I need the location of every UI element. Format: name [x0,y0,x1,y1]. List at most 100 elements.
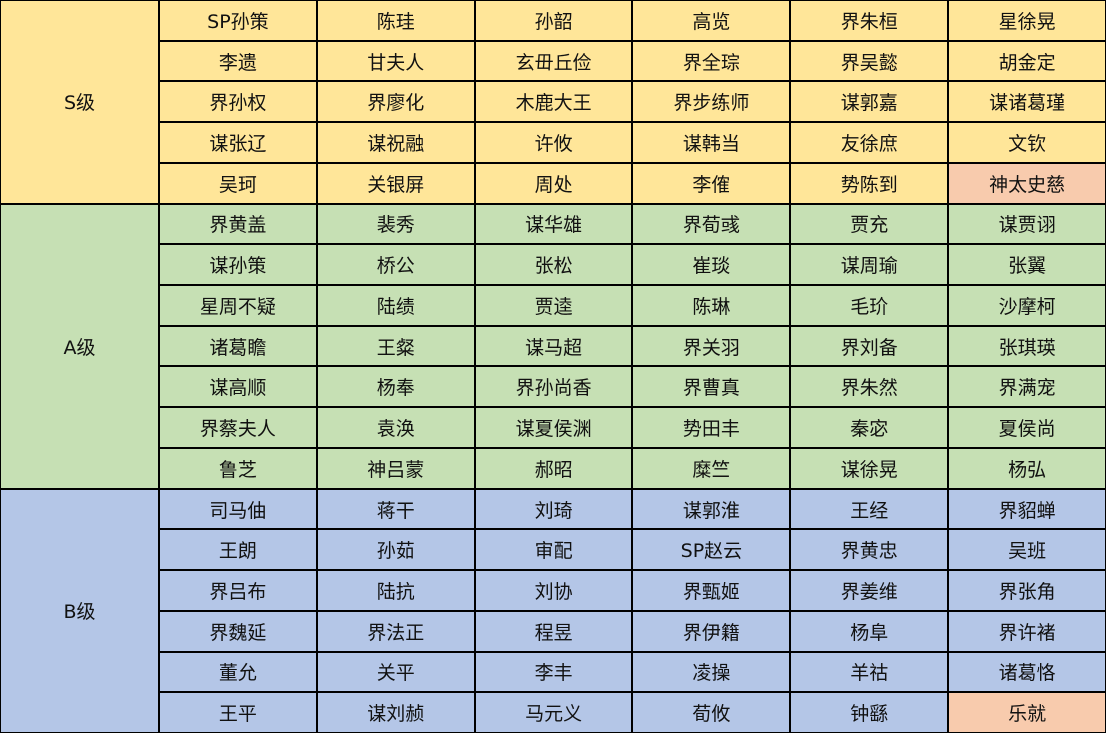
hero-cell: 界许褚 [949,611,1105,651]
hero-cell: 势陈到 [791,163,948,203]
tier-label: A级 [1,204,158,488]
hero-cell: 毛玠 [791,286,948,325]
hero-cell: 诸葛恪 [949,652,1105,692]
hero-cell: 势田丰 [633,408,790,447]
tier-label: B级 [1,489,158,732]
hero-cell: 关平 [317,652,474,692]
hero-cell: 界朱然 [791,367,948,407]
hero-cell: 许攸 [475,123,632,162]
hero-cell: 谋华雄 [475,204,632,244]
hero-cell: 王朗 [160,530,316,570]
hero-cell: 袁涣 [317,408,474,447]
hero-cell: 界黄忠 [791,530,948,570]
hero-cell: 吴班 [949,530,1105,570]
hero-cell: 郝昭 [475,448,632,488]
hero-cell: 界伊籍 [633,611,790,651]
hero-cell: 星周不疑 [160,286,316,325]
hero-cell: 王经 [791,489,948,529]
hero-cell: 界步练师 [633,82,790,122]
hero-cell: 沙摩柯 [949,286,1105,325]
hero-cell: 钟繇 [791,693,948,732]
hero-cell: 谋郭淮 [633,489,790,529]
hero-cell: 界姜维 [791,571,948,610]
hero-cell: 界刘备 [791,326,948,366]
hero-cell: 董允 [160,652,316,692]
hero-cell: 谋贾诩 [949,204,1105,244]
hero-cell: 谋韩当 [633,123,790,162]
hero-cell: 乐就 [949,693,1105,732]
tier-label: S级 [1,1,158,203]
hero-cell: 界黄盖 [160,204,316,244]
hero-cell: 桥公 [317,245,474,285]
hero-cell: 文钦 [949,123,1105,162]
hero-cell: 李丰 [475,652,632,692]
hero-cell: 诸葛瞻 [160,326,316,366]
hero-cell: 友徐庶 [791,123,948,162]
hero-cell: 鲁芝 [160,448,316,488]
hero-cell: 界荀彧 [633,204,790,244]
hero-cell: 荀攸 [633,693,790,732]
hero-cell: 关银屏 [317,163,474,203]
hero-cell: 刘协 [475,571,632,610]
hero-cell: 陈琳 [633,286,790,325]
hero-cell: 谋刘赪 [317,693,474,732]
hero-cell: 杨阜 [791,611,948,651]
hero-cell: 谋张辽 [160,123,316,162]
hero-cell: 谋高顺 [160,367,316,407]
hero-cell: 星徐晃 [949,1,1105,40]
hero-cell: 界满宠 [949,367,1105,407]
hero-cell: 陆抗 [317,571,474,610]
hero-cell: 王平 [160,693,316,732]
hero-cell: 谋徐晃 [791,448,948,488]
hero-cell: 谋夏侯渊 [475,408,632,447]
hero-cell: 刘琦 [475,489,632,529]
hero-cell: 甘夫人 [317,41,474,81]
hero-cell: 张翼 [949,245,1105,285]
hero-cell: 界廖化 [317,82,474,122]
hero-cell: 凌操 [633,652,790,692]
hero-cell: 谋郭嘉 [791,82,948,122]
hero-cell: 谋周瑜 [791,245,948,285]
hero-cell: 杨弘 [949,448,1105,488]
hero-cell: 孙韶 [475,1,632,40]
hero-cell: 界蔡夫人 [160,408,316,447]
hero-cell: 界甄姬 [633,571,790,610]
hero-cell: SP孙策 [160,1,316,40]
hero-cell: 裴秀 [317,204,474,244]
hero-cell: 周处 [475,163,632,203]
hero-cell: 王粲 [317,326,474,366]
hero-cell: 张琪瑛 [949,326,1105,366]
hero-cell: 马元义 [475,693,632,732]
hero-cell: 谋马超 [475,326,632,366]
hero-cell: 界张角 [949,571,1105,610]
hero-cell: 司马伷 [160,489,316,529]
hero-cell: 界貂蝉 [949,489,1105,529]
hero-cell: 神太史慈 [949,163,1105,203]
hero-cell: 程昱 [475,611,632,651]
hero-cell: 李遗 [160,41,316,81]
hero-cell: 玄毌丘俭 [475,41,632,81]
hero-cell: 界吴懿 [791,41,948,81]
hero-cell: 谋孙策 [160,245,316,285]
hero-cell: 谋祝融 [317,123,474,162]
hero-cell: 界全琮 [633,41,790,81]
hero-cell: 蒋干 [317,489,474,529]
hero-cell: 界法正 [317,611,474,651]
hero-cell: 高览 [633,1,790,40]
hero-cell: 界吕布 [160,571,316,610]
hero-cell: 界朱桓 [791,1,948,40]
hero-cell: 界孙权 [160,82,316,122]
hero-cell: 羊祜 [791,652,948,692]
hero-cell: 贾充 [791,204,948,244]
hero-cell: 陆绩 [317,286,474,325]
hero-cell: 孙茹 [317,530,474,570]
hero-cell: 陈珪 [317,1,474,40]
hero-cell: 李傕 [633,163,790,203]
hero-cell: 夏侯尚 [949,408,1105,447]
hero-cell: 谋诸葛瑾 [949,82,1105,122]
hero-cell: 贾逵 [475,286,632,325]
hero-cell: 界曹真 [633,367,790,407]
hero-cell: SP赵云 [633,530,790,570]
hero-cell: 糜竺 [633,448,790,488]
